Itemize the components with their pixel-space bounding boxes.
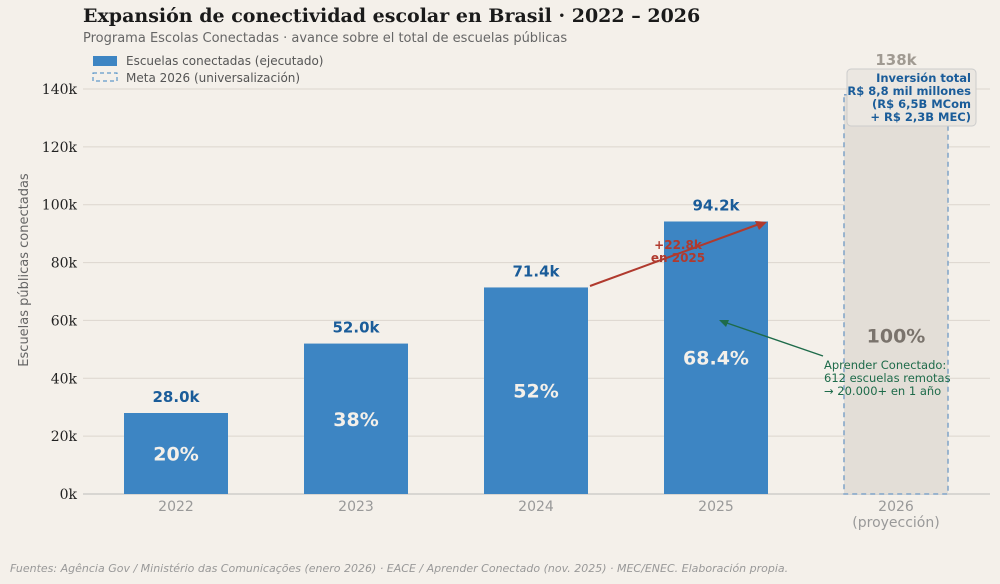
- bar: [124, 413, 228, 494]
- growth-annotation: +22.8k en 2025: [589, 221, 767, 287]
- investment-line-3: (R$ 6,5B MCom: [872, 97, 971, 111]
- investment-line-4: + R$ 2,3B MEC): [870, 110, 971, 124]
- x-tick-label: (proyección): [852, 515, 939, 531]
- y-tick-label: 140k: [42, 82, 78, 98]
- x-tick-label: 2024: [518, 499, 554, 515]
- value-label: 94.2k: [693, 196, 741, 214]
- bar: [664, 221, 768, 494]
- aprender-arrowhead-icon: [719, 320, 729, 327]
- y-axis-label: Escuelas públicas conectadas: [17, 173, 32, 367]
- growth-arrow: [589, 222, 763, 287]
- growth-label-2: en 2025: [651, 251, 705, 265]
- percent-label: 52%: [513, 381, 558, 403]
- chart-subtitle: Programa Escolas Conectadas · avance sob…: [83, 31, 567, 46]
- investment-box: Inversión total R$ 8,8 mil millones (R$ …: [846, 68, 977, 127]
- value-label: 71.4k: [513, 262, 561, 280]
- aprender-line-1: Aprender Conectado:: [824, 358, 946, 372]
- y-tick-label: 20k: [51, 429, 78, 445]
- y-tick-label: 80k: [51, 256, 78, 272]
- investment-box-bg: [846, 68, 977, 127]
- x-tick-label: 2026: [878, 499, 914, 515]
- x-tick-label: 2023: [338, 499, 374, 515]
- y-tick-label: 100k: [42, 198, 78, 214]
- value-label: 28.0k: [153, 388, 201, 406]
- growth-arrowhead-icon: [755, 221, 767, 230]
- aprender-line-2: 612 escuelas remotas: [824, 371, 951, 385]
- legend-label-executed: Escuelas conectadas (ejecutado): [126, 54, 323, 68]
- source-note: Fuentes: Agência Gov / Ministério das Co…: [10, 562, 788, 575]
- y-tick-label: 120k: [42, 140, 78, 156]
- growth-label-1: +22.8k: [654, 238, 703, 252]
- goal-percent-label: 100%: [867, 325, 926, 347]
- percent-label: 38%: [333, 409, 378, 431]
- investment-line-2: R$ 8,8 mil millones: [847, 84, 971, 98]
- x-tick-label: 2022: [158, 499, 194, 515]
- bar: [484, 287, 588, 494]
- percent-label: 20%: [153, 444, 198, 466]
- x-tick-label: 2025: [698, 499, 734, 515]
- aprender-arrow: [723, 321, 824, 357]
- goal-bar: [843, 94, 949, 495]
- value-label: 52.0k: [333, 319, 381, 337]
- legend-swatch-goal: [92, 72, 118, 82]
- legend-swatch-executed: [93, 56, 117, 66]
- bar: [304, 343, 408, 494]
- legend-label-goal: Meta 2026 (universalización): [126, 71, 300, 85]
- aprender-line-3: → 20.000+ en 1 año: [824, 384, 941, 398]
- chart-title: Expansión de conectividad escolar en Bra…: [83, 5, 700, 27]
- investment-line-1: Inversión total: [876, 71, 971, 85]
- goal-value-label: 138k: [875, 51, 917, 69]
- legend: Escuelas conectadas (ejecutado) Meta 202…: [92, 54, 323, 85]
- percent-label: 68.4%: [683, 348, 749, 370]
- aprender-annotation: Aprender Conectado: 612 escuelas remotas…: [719, 320, 951, 398]
- y-tick-label: 40k: [51, 371, 78, 387]
- y-tick-label: 60k: [51, 313, 78, 329]
- y-tick-label: 0k: [60, 487, 78, 503]
